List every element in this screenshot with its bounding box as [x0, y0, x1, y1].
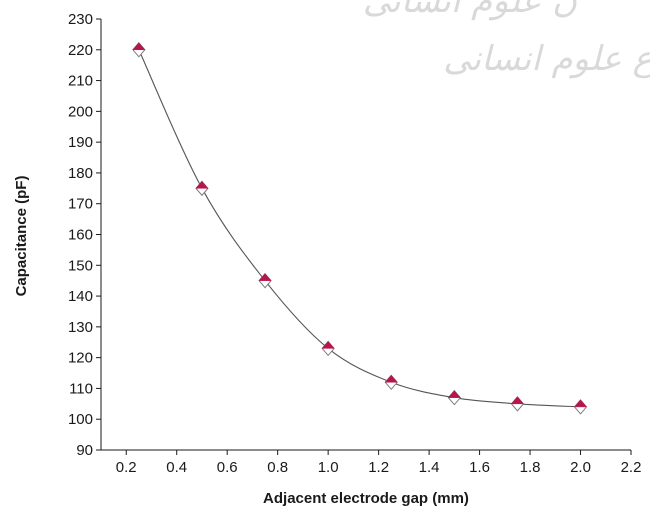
data-point-marker	[195, 180, 209, 197]
y-axis-title: Capacitance (pF)	[13, 176, 30, 297]
data-point-marker	[447, 389, 461, 406]
marker-fill	[321, 341, 335, 349]
y-tick-label: 130	[68, 319, 93, 336]
x-tick-label: 1.2	[368, 459, 389, 476]
x-tick-label: 1.8	[520, 459, 541, 476]
y-tick-label: 210	[68, 73, 93, 90]
x-tick-label: 1.0	[318, 459, 339, 476]
y-tick-label: 170	[68, 196, 93, 213]
data-point-marker	[573, 399, 588, 415]
watermark: ن علوم انسانی ع علوم انسانی	[363, 0, 650, 79]
x-tick-label: 0.6	[217, 459, 238, 476]
x-tick-label: 0.2	[116, 459, 137, 476]
y-tick-label: 190	[68, 134, 93, 151]
marker-fill	[510, 396, 524, 405]
y-tick-label: 160	[68, 227, 93, 244]
x-axis-ticks: 0.2 0.4 0.6 0.8 1.0 1.2 1.4 1.6 1.8 2.0 2.2	[116, 450, 642, 476]
marker-fill	[195, 180, 209, 189]
y-tick-label: 220	[68, 42, 93, 59]
x-tick-label: 2.0	[570, 459, 591, 476]
x-tick-label: 1.6	[469, 459, 490, 476]
watermark-text-top: ن علوم انسانی	[363, 0, 577, 21]
y-tick-label: 110	[69, 380, 93, 397]
y-tick-label: 230	[68, 11, 93, 28]
marker-fill	[132, 42, 146, 51]
data-point-marker	[258, 272, 272, 289]
y-tick-label: 140	[68, 288, 93, 305]
data-series	[132, 42, 588, 415]
y-axis-ticks: 90 100 110 120 130 140 150 160 170 180 190 200 210 22…	[68, 11, 101, 459]
x-tick-label: 1.4	[419, 459, 440, 476]
series-line	[138, 49, 581, 408]
data-point-marker	[132, 42, 146, 58]
y-tick-label: 200	[68, 103, 93, 120]
data-point-marker	[384, 374, 398, 391]
y-tick-label: 120	[68, 350, 93, 367]
data-point-marker	[510, 396, 525, 412]
y-tick-label: 180	[68, 165, 93, 182]
axes	[100, 19, 631, 451]
y-tick-label: 100	[68, 411, 93, 428]
data-point-marker	[321, 340, 335, 357]
marker-fill	[447, 390, 461, 398]
y-tick-label: 150	[68, 257, 93, 274]
y-tick-label: 90	[76, 442, 93, 459]
x-tick-label: 0.4	[166, 459, 187, 476]
x-axis-title: Adjacent electrode gap (mm)	[263, 490, 469, 507]
marker-fill	[384, 374, 398, 383]
x-tick-label: 2.2	[621, 459, 642, 476]
x-tick-label: 0.8	[267, 459, 288, 476]
marker-fill	[573, 399, 588, 408]
watermark-text-main: ع علوم انسانی	[443, 39, 650, 79]
marker-fill	[258, 273, 272, 281]
